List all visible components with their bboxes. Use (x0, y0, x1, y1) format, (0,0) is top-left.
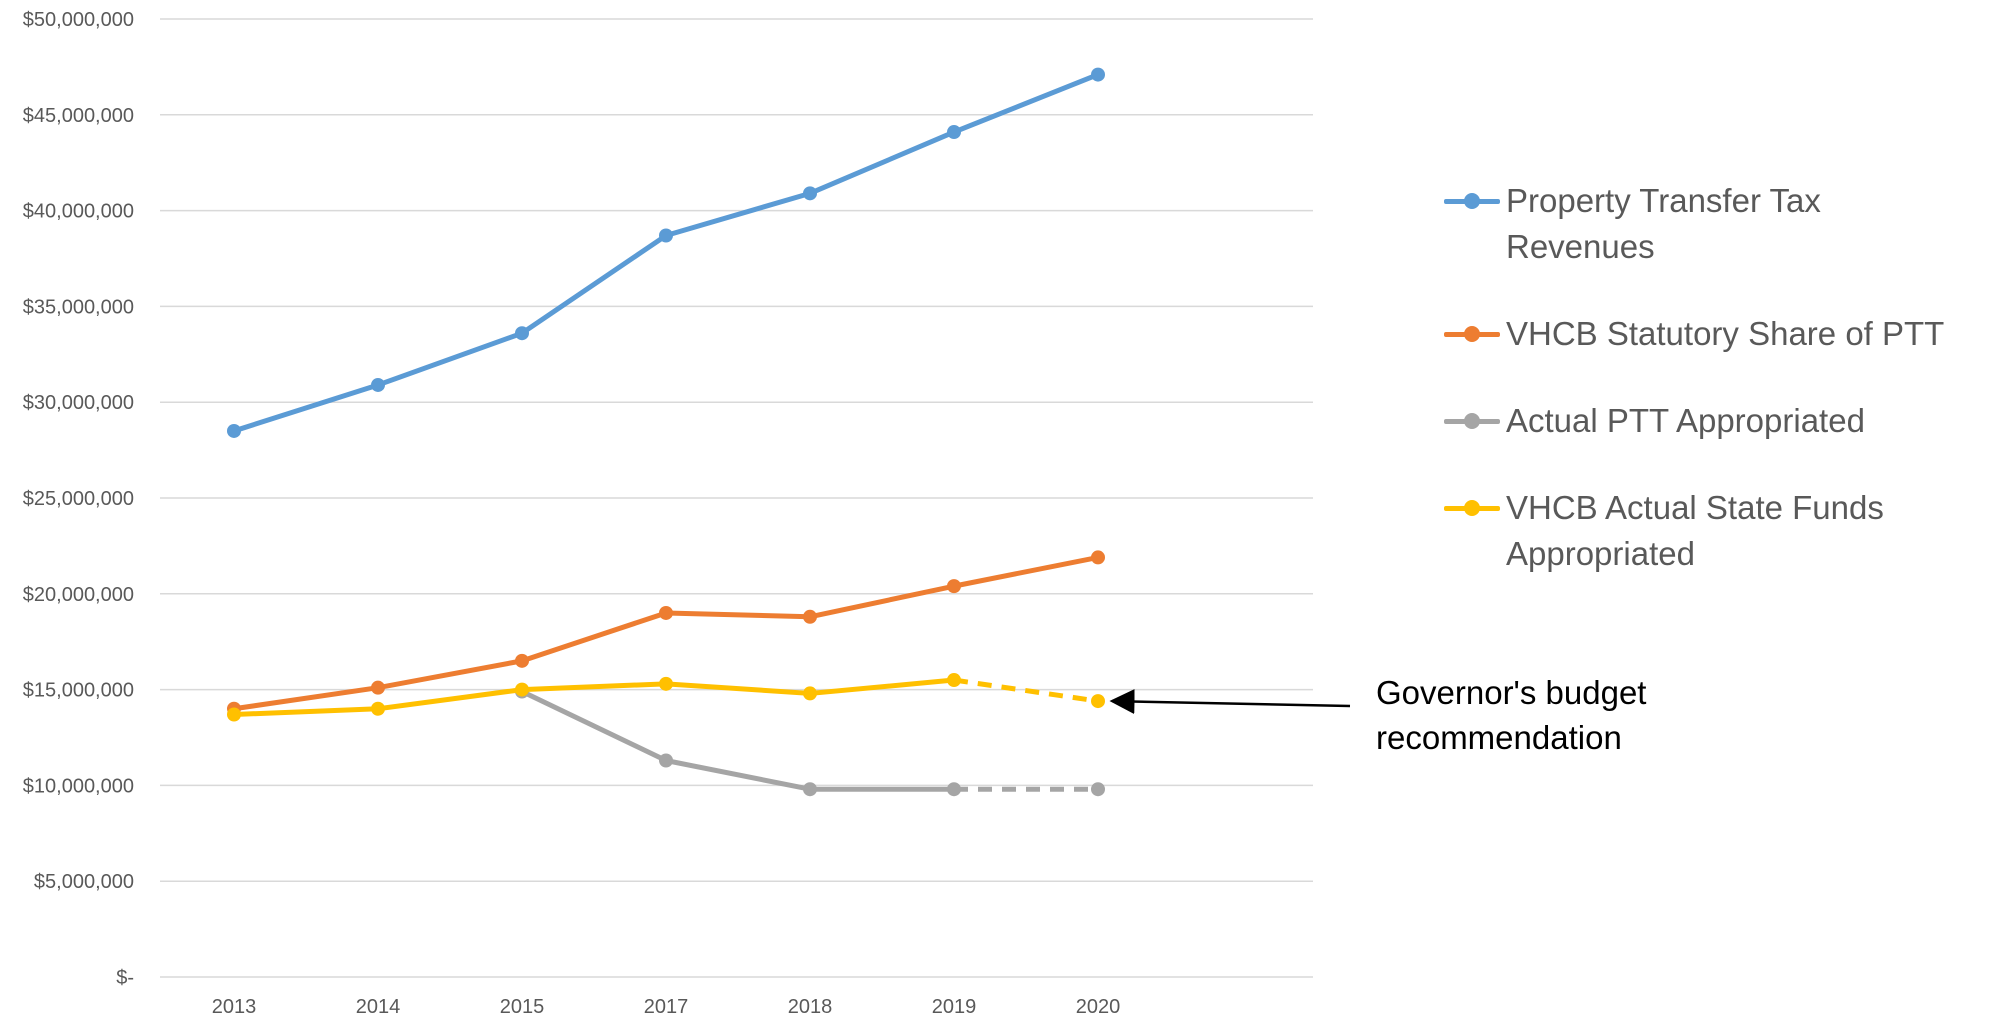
series-line-segment (663, 610, 813, 620)
data-point (659, 676, 673, 691)
x-tick-label: 2018 (788, 996, 833, 1016)
series-line-segment (231, 685, 381, 712)
data-point (803, 609, 817, 624)
y-tick-label: $15,000,000 (23, 680, 134, 702)
x-tick-label: 2013 (212, 996, 257, 1016)
series-line-segment (953, 677, 1099, 704)
series-line-segment (519, 233, 669, 336)
y-tick-label: $30,000,000 (23, 392, 134, 414)
legend-dot-marker (1464, 193, 1480, 209)
series-line-segment (663, 190, 813, 239)
series-line-segment (807, 129, 957, 196)
legend-dot-marker (1464, 413, 1480, 429)
series-line-segment (375, 687, 525, 712)
annotation-arrow (1109, 689, 1351, 715)
series-line-segment (519, 610, 669, 664)
y-tick-label: $10,000,000 (23, 775, 134, 797)
series-line-segment (519, 689, 669, 763)
x-tick-label: 2019 (932, 996, 977, 1016)
data-point (947, 782, 961, 797)
series-line-segment (663, 681, 813, 696)
legend-label: Actual PTT Appropriated (1506, 402, 1865, 439)
legend-swatch (1440, 485, 1506, 531)
data-point (1091, 67, 1105, 82)
x-tick-label: 2020 (1076, 996, 1121, 1016)
data-point (659, 753, 673, 768)
chart-legend: Property Transfer Tax Revenues VHCB Stat… (1440, 178, 2000, 618)
legend-item: Property Transfer Tax Revenues (1440, 178, 2000, 270)
series-line-segment (231, 382, 381, 434)
data-point (515, 682, 529, 697)
legend-label: VHCB Actual State Funds Appropriated (1506, 489, 1884, 572)
legend-item: VHCB Statutory Share of PTT (1440, 311, 2000, 357)
data-point (515, 326, 529, 341)
x-tick-label: 2015 (500, 996, 545, 1016)
y-tick-label: $45,000,000 (23, 105, 134, 127)
data-point (371, 377, 385, 392)
y-tick-label: $35,000,000 (23, 296, 134, 318)
data-point (1091, 694, 1105, 709)
data-point (1091, 550, 1105, 565)
y-tick-label: $25,000,000 (23, 488, 134, 510)
legend-swatch (1440, 398, 1506, 444)
data-point (947, 125, 961, 140)
y-tick-label: $5,000,000 (34, 871, 134, 893)
y-tick-label: $50,000,000 (23, 9, 134, 31)
data-point (227, 707, 241, 722)
data-point (371, 701, 385, 716)
legend-swatch (1440, 178, 1506, 224)
data-point (227, 423, 241, 438)
legend-item: Actual PTT Appropriated (1440, 398, 2000, 444)
data-point (947, 579, 961, 594)
x-tick-label: 2017 (644, 996, 689, 1016)
data-point (371, 680, 385, 695)
legend-dot-marker (1464, 326, 1480, 342)
data-point (803, 782, 817, 797)
series-line-segment (951, 72, 1101, 135)
data-point (803, 686, 817, 701)
legend-item: VHCB Actual State Funds Appropriated (1440, 485, 2000, 577)
series-line-segment (375, 330, 525, 388)
legend-label: Property Transfer Tax Revenues (1506, 182, 1821, 265)
series-line-segment (663, 757, 813, 792)
series-line-segment (807, 677, 957, 696)
data-point (659, 228, 673, 243)
series-line-segment (231, 706, 381, 718)
legend-swatch (1440, 311, 1506, 357)
series-line-segment (519, 681, 669, 693)
y-tick-label: $40,000,000 (23, 201, 134, 223)
series-line-segment (807, 583, 957, 620)
legend-label: VHCB Statutory Share of PTT (1506, 315, 1945, 352)
x-tick-label: 2014 (356, 996, 401, 1016)
series-line-segment (375, 658, 525, 691)
data-point (659, 605, 673, 620)
data-point (947, 673, 961, 688)
data-point (515, 653, 529, 668)
y-tick-label: $20,000,000 (23, 584, 134, 606)
series-line-segment (951, 554, 1101, 589)
data-point (1091, 782, 1105, 797)
legend-dot-marker (1464, 500, 1480, 516)
annotation-text: Governor's budget recommendation (1376, 674, 1647, 756)
y-tick-label: $- (116, 967, 134, 989)
data-point (803, 186, 817, 201)
